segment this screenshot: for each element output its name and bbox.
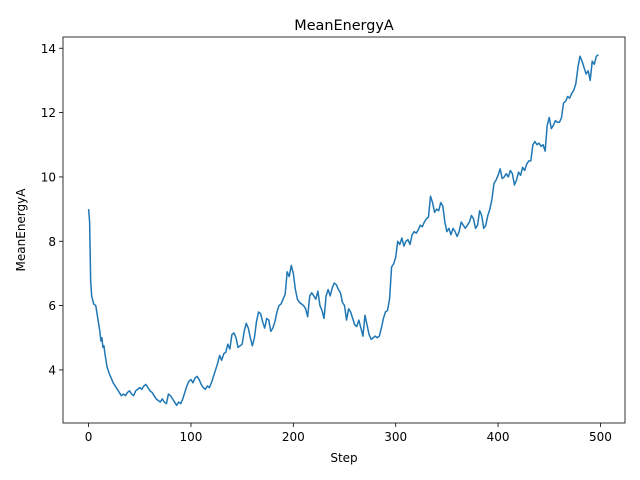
x-axis-ticks: 0 100 200 300 400 500 — [85, 423, 612, 444]
x-tick-label: 0 — [85, 430, 93, 444]
plot-frame — [62, 36, 626, 424]
y-tick-label: 4 — [48, 363, 56, 377]
series-line-0 — [87, 54, 599, 407]
series-group — [87, 54, 599, 407]
x-tick-label: 500 — [589, 430, 612, 444]
y-tick-label: 6 — [48, 299, 56, 313]
chart-title: MeanEnergyA — [294, 18, 394, 34]
y-axis-ticks: 4 6 8 10 12 14 — [41, 42, 63, 377]
y-tick-label: 8 — [48, 235, 56, 249]
x-axis-label: Step — [330, 451, 357, 465]
x-tick-label: 100 — [180, 430, 203, 444]
x-tick-label: 200 — [282, 430, 305, 444]
y-tick-label: 12 — [41, 106, 56, 120]
plot-area: 0 100 200 300 400 500 4 6 8 10 12 14 — [41, 36, 626, 444]
x-tick-label: 300 — [384, 430, 407, 444]
x-tick-label: 400 — [487, 430, 510, 444]
y-tick-label: 10 — [41, 170, 56, 184]
y-axis-label: MeanEnergyA — [14, 188, 28, 272]
y-tick-label: 14 — [41, 42, 56, 56]
